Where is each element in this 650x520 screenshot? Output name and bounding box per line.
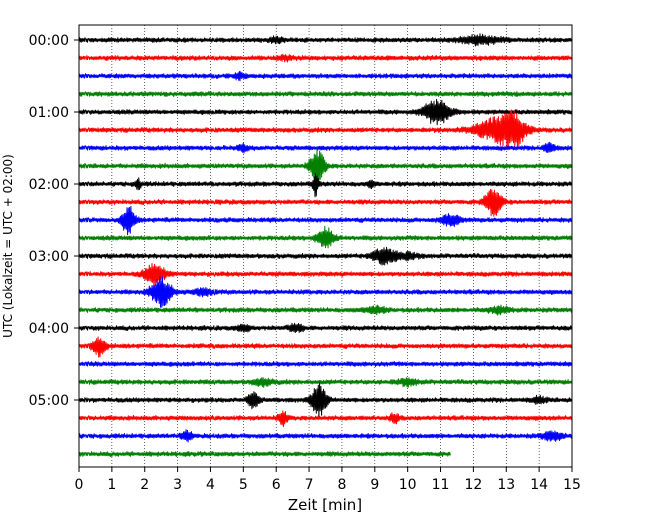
trace-0245 <box>78 225 573 249</box>
trace-0115 <box>78 109 573 151</box>
trace-0045 <box>78 91 573 97</box>
y-tick-label-3: 03:00 <box>29 249 69 265</box>
trace-0145 <box>78 148 573 183</box>
y-axis-label: UTC (Lokalzeit = UTC + 02:00) <box>1 154 15 338</box>
x-tick-label-15: 15 <box>563 477 581 493</box>
trace-0215 <box>78 189 573 217</box>
trace-0515 <box>78 410 573 428</box>
plot-frame <box>78 24 573 468</box>
x-tick-label-5: 5 <box>239 477 248 493</box>
trace-0445 <box>78 377 573 388</box>
trace-0030 <box>78 70 573 82</box>
x-tick-label-0: 0 <box>75 477 84 493</box>
x-axis-label: Zeit [min] <box>288 496 362 514</box>
trace-0100 <box>78 98 573 126</box>
x-tick-label-12: 12 <box>464 477 482 493</box>
x-tick-label-2: 2 <box>140 477 149 493</box>
y-tick-label-2: 02:00 <box>29 177 69 193</box>
y-tick-label-1: 01:00 <box>29 105 69 121</box>
y-tick-label-5: 05:00 <box>29 393 69 409</box>
x-tick-label-13: 13 <box>497 477 515 493</box>
x-tick-label-10: 10 <box>399 477 417 493</box>
trace-0015 <box>78 53 573 63</box>
x-tick-label-6: 6 <box>272 477 281 493</box>
trace-0345 <box>78 304 573 316</box>
x-axis-ticks: 0 1 2 3 4 5 6 7 8 9 10 11 12 13 14 15 <box>75 467 581 493</box>
y-axis-ticks: 00:00 01:00 02:00 03:00 04:00 05:00 <box>29 33 79 409</box>
trace-0230 <box>78 205 573 236</box>
trace-0330 <box>78 276 573 308</box>
x-tick-label-7: 7 <box>305 477 314 493</box>
y-tick-label-0: 00:00 <box>29 33 69 49</box>
trace-0530 <box>78 429 573 443</box>
trace-0415 <box>78 336 573 358</box>
trace-0500 <box>78 382 573 417</box>
trace-0400 <box>78 322 573 334</box>
x-tick-label-9: 9 <box>370 477 379 493</box>
trace-0315 <box>78 263 573 287</box>
x-tick-label-14: 14 <box>530 477 548 493</box>
x-tick-label-4: 4 <box>206 477 215 493</box>
trace-0545 <box>78 451 451 457</box>
trace-0000 <box>78 33 573 47</box>
trace-0200 <box>78 173 573 198</box>
x-tick-label-8: 8 <box>337 477 346 493</box>
trace-0130 <box>78 141 573 154</box>
x-tick-label-1: 1 <box>107 477 116 493</box>
x-tick-label-11: 11 <box>432 477 450 493</box>
trace-0300 <box>78 246 573 266</box>
trace-0430 <box>78 360 573 367</box>
y-tick-label-4: 04:00 <box>29 321 69 337</box>
trace-group <box>78 33 573 457</box>
x-tick-label-3: 3 <box>173 477 182 493</box>
